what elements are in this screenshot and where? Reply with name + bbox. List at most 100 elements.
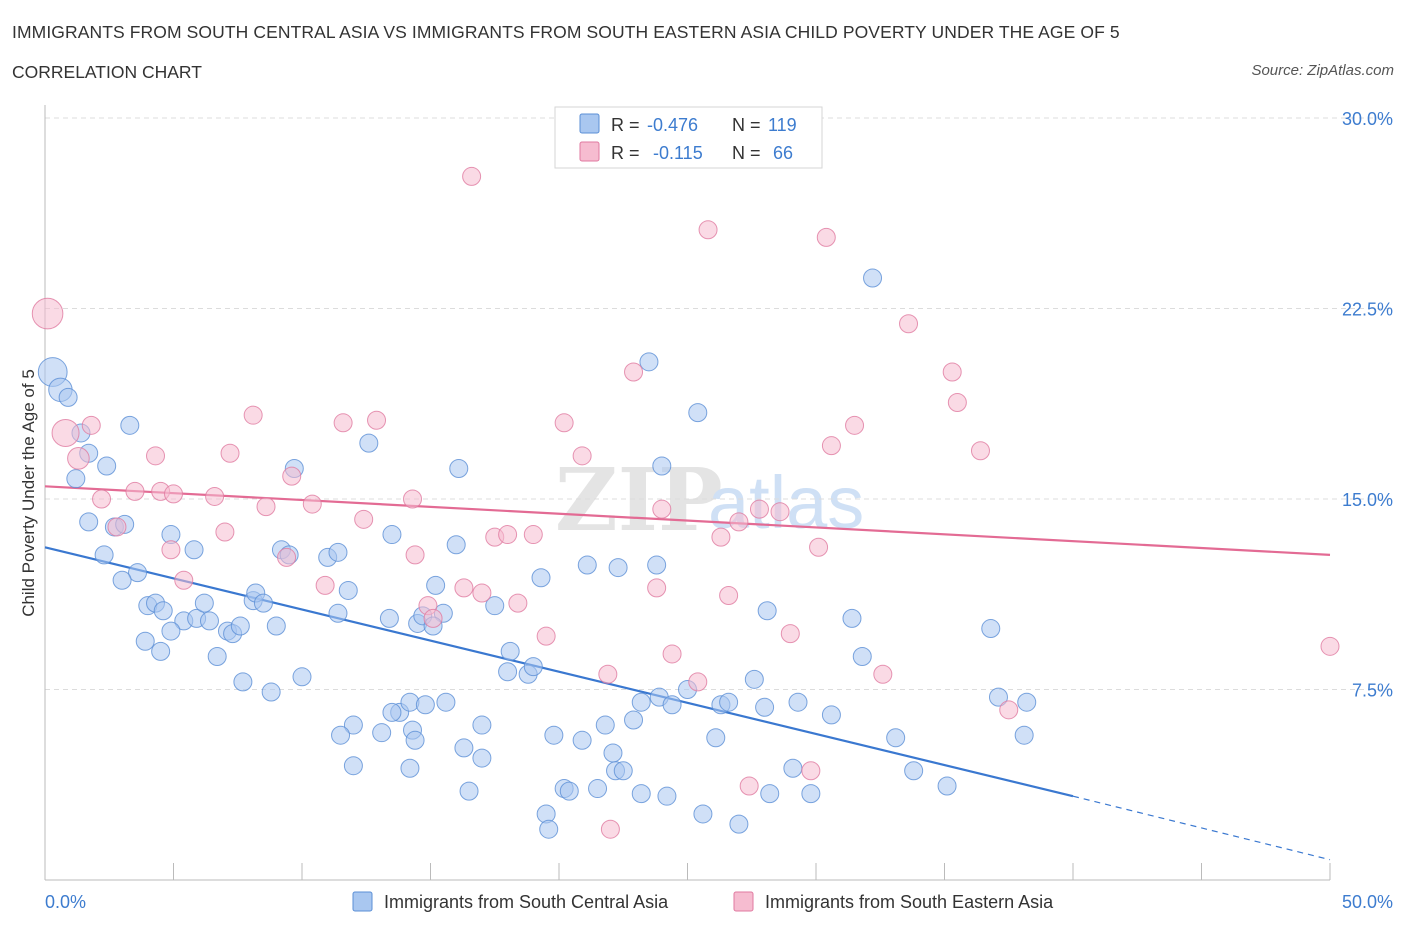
point-south-central-asia <box>500 641 520 661</box>
point-south-central-asia <box>729 814 749 834</box>
legend-swatch-pink <box>733 891 754 912</box>
legend-label-south-central-asia: Immigrants from South Central Asia <box>384 892 669 912</box>
point-south-eastern-asia <box>405 545 425 565</box>
point-south-eastern-asia <box>277 547 297 567</box>
point-south-central-asia <box>343 756 363 776</box>
point-south-eastern-asia <box>598 664 618 684</box>
point-south-central-asia <box>706 728 726 748</box>
point-south-central-asia <box>608 558 628 578</box>
point-south-central-asia <box>382 702 402 722</box>
point-south-eastern-asia <box>243 405 263 425</box>
point-south-eastern-asia <box>51 418 80 447</box>
point-south-eastern-asia <box>107 517 127 537</box>
trend-lines <box>44 485 1331 861</box>
point-south-eastern-asia <box>947 392 967 412</box>
watermark-zip: ZIP <box>555 450 723 551</box>
point-south-central-asia <box>755 697 775 717</box>
legend-r-value: -0.476 <box>647 115 698 135</box>
point-south-eastern-asia <box>523 525 543 545</box>
point-south-central-asia <box>981 619 1001 639</box>
point-south-eastern-asia <box>816 227 836 247</box>
point-south-eastern-asia <box>729 512 749 532</box>
point-south-eastern-asia <box>821 436 841 456</box>
point-south-central-asia <box>572 730 592 750</box>
point-south-central-asia <box>863 268 883 288</box>
point-south-central-asia <box>446 535 466 555</box>
point-south-central-asia <box>94 545 114 565</box>
trend-line-south-eastern-asia <box>44 485 1331 556</box>
point-south-central-asia <box>120 415 140 435</box>
point-south-central-asia <box>328 603 348 623</box>
point-south-eastern-asia <box>698 220 718 240</box>
point-south-central-asia <box>233 672 253 692</box>
point-south-central-asia <box>693 804 713 824</box>
point-south-eastern-asia <box>780 624 800 644</box>
chart-subtitle: CORRELATION CHART <box>12 62 202 82</box>
point-south-central-asia <box>66 469 86 489</box>
point-south-central-asia <box>657 786 677 806</box>
point-south-central-asia <box>161 621 181 641</box>
y-tick-label: 15.0% <box>1342 490 1393 510</box>
point-south-eastern-asia <box>1320 636 1340 656</box>
point-south-central-asia <box>1014 725 1034 745</box>
gridlines <box>45 117 1390 690</box>
point-south-eastern-asia <box>999 700 1019 720</box>
point-south-eastern-asia <box>164 484 183 504</box>
point-south-eastern-asia <box>205 486 225 506</box>
point-south-eastern-asia <box>899 314 919 334</box>
point-south-eastern-asia <box>600 819 620 839</box>
point-south-central-asia <box>135 631 155 651</box>
legend-swatch-blue <box>579 113 600 134</box>
y-tick-label: 30.0% <box>1342 109 1393 129</box>
point-south-central-asia <box>328 542 348 562</box>
point-south-central-asia <box>821 705 841 725</box>
point-south-central-asia <box>631 692 651 712</box>
point-south-central-asia <box>842 608 862 628</box>
point-south-eastern-asia <box>688 672 708 692</box>
point-south-central-asia <box>359 433 379 453</box>
point-south-eastern-asia <box>536 626 556 646</box>
point-south-central-asia <box>559 781 579 801</box>
stats-legend: R = -0.476 N = 119 R = -0.115 N = 66 <box>554 106 823 169</box>
point-south-eastern-asia <box>472 583 492 603</box>
point-south-central-asia <box>531 568 551 588</box>
point-south-central-asia <box>379 608 399 628</box>
point-south-eastern-asia <box>873 664 893 684</box>
point-south-eastern-asia <box>647 578 667 598</box>
point-south-eastern-asia <box>220 443 240 463</box>
point-south-eastern-asia <box>942 362 962 382</box>
point-south-central-asia <box>266 616 286 636</box>
point-south-central-asia <box>331 725 351 745</box>
point-south-central-asia <box>719 692 739 712</box>
point-south-central-asia <box>382 525 402 545</box>
point-south-eastern-asia <box>81 415 101 435</box>
point-south-eastern-asia <box>423 608 443 628</box>
watermark-atlas: atlas <box>708 461 864 544</box>
point-south-central-asia <box>639 352 659 372</box>
x-tick-label-min: 0.0% <box>45 892 86 912</box>
point-south-eastern-asia <box>624 362 644 382</box>
point-south-central-asia <box>631 784 651 804</box>
point-south-eastern-asia <box>498 525 518 545</box>
point-south-central-asia <box>852 646 872 666</box>
point-south-eastern-asia <box>67 447 90 470</box>
point-south-central-asia <box>436 692 456 712</box>
point-south-eastern-asia <box>508 593 528 613</box>
point-south-central-asia <box>801 784 821 804</box>
point-south-eastern-asia <box>161 540 181 560</box>
point-south-central-asia <box>904 761 924 781</box>
legend-r-value: -0.115 <box>653 143 703 163</box>
point-south-central-asia <box>603 743 623 763</box>
point-south-central-asia <box>338 580 358 600</box>
point-south-central-asia <box>400 758 420 778</box>
data-points <box>31 144 1340 839</box>
legend-r-label: R = <box>611 143 640 163</box>
point-south-central-asia <box>588 779 608 799</box>
point-south-eastern-asia <box>749 499 769 519</box>
point-south-eastern-asia <box>809 537 829 557</box>
point-south-eastern-asia <box>92 489 112 509</box>
point-south-central-asia <box>783 758 803 778</box>
point-south-central-asia <box>624 710 644 730</box>
point-south-central-asia <box>459 781 479 801</box>
point-south-eastern-asia <box>215 522 235 542</box>
